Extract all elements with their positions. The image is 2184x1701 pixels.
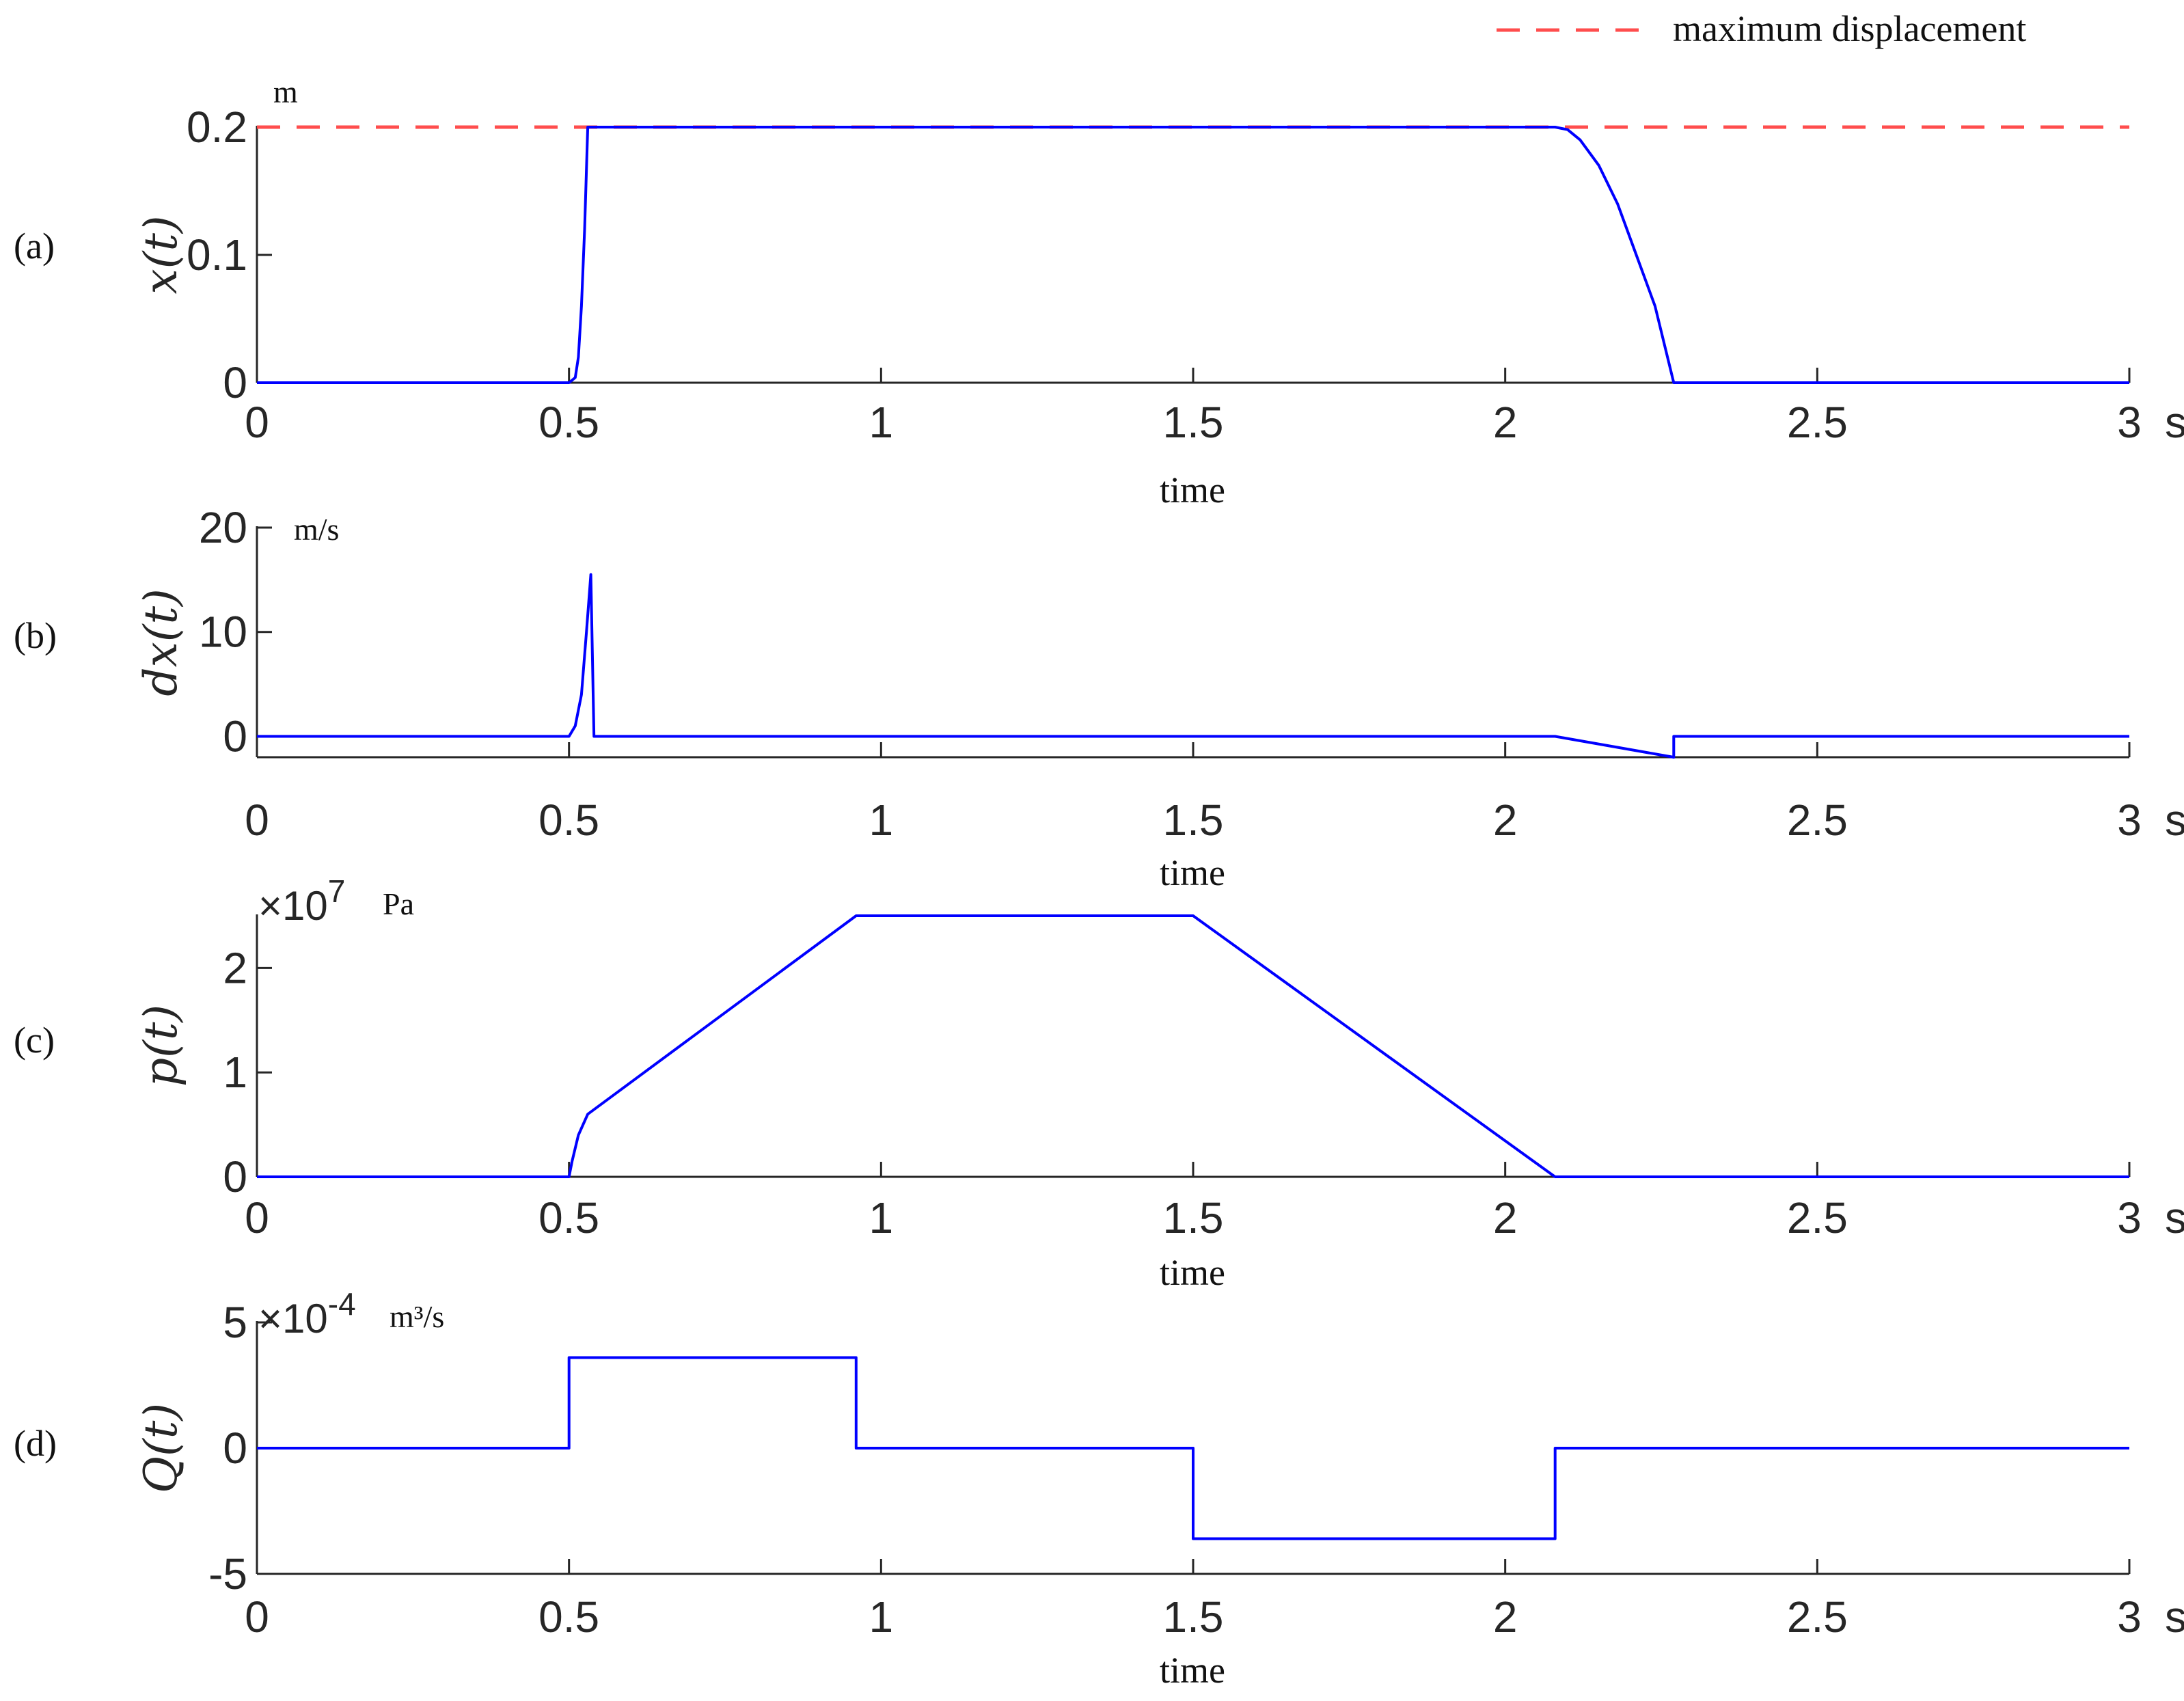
panel-a: 0 0.5 1 1.5 2 2.5 3 s time 0 0.1 0.2 (a) x(t) m [14,74,2184,511]
x-tick-label: 0 [245,1193,269,1242]
x-unit-label: s [2165,1193,2184,1242]
x-tick-label: 3 [2117,795,2142,845]
legend-label: maximum displacement [1673,8,2026,49]
panel-label: (a) [14,226,55,267]
x-tick-label: 3 [2117,1193,2142,1242]
x-tick-label: 0.5 [538,1193,599,1242]
y-axis-label: x(t) [135,215,187,294]
x-tick-label: 2 [1493,1193,1518,1242]
x-tick-label: 0 [245,1592,269,1642]
x-tick-label: 1 [869,795,894,845]
series-line [257,573,2129,759]
x-unit-label: s [2165,1592,2184,1642]
y-unit-label: m/s [294,512,339,547]
x-tick-label: 2.5 [1787,1193,1848,1242]
x-axis-label: time [1160,1252,1225,1293]
x-tick-label: 0.5 [538,398,599,447]
x-axis-label: time [1160,852,1225,893]
x-tick-label: 2 [1493,398,1518,447]
x-tick-label: 0 [245,795,269,845]
x-tick-label: 0.5 [538,795,599,845]
x-tick-label: 3 [2117,1592,2142,1642]
y-unit-label: m³/s [390,1299,444,1334]
x-tick-label: 2.5 [1787,1592,1848,1642]
x-tick-label: 1 [869,1592,894,1642]
panel-label: (b) [14,615,57,656]
y-tick-label: 1 [223,1048,247,1097]
x-tick-label: 1.5 [1163,1592,1224,1642]
legend: maximum displacement [1497,8,2026,49]
panel-label: (c) [14,1020,55,1061]
y-tick-label: 20 [199,503,247,552]
y-axis-label: dx(t) [135,588,187,696]
x-tick-label: 1 [869,398,894,447]
x-axis-label: time [1160,470,1225,511]
panel-b: 0 0.5 1 1.5 2 2.5 3 s time 0 10 20 (b) dx(t) m/s [14,503,2184,893]
x-tick-label: 1.5 [1163,398,1224,447]
panel-label: (d) [14,1423,57,1464]
x-tick-label: 0.5 [538,1592,599,1642]
x-tick-label: 1 [869,1193,894,1242]
y-tick-label: 0.2 [187,103,247,152]
y-tick-label: 2 [223,943,247,992]
y-axis-label: p(t) [135,1005,187,1087]
y-unit-label: m [273,74,298,109]
series-line [257,914,2129,1178]
x-tick-label: 1.5 [1163,1193,1224,1242]
y-tick-label: 0 [223,358,247,407]
y-unit-label: Pa [383,886,414,921]
x-tick-label: 1.5 [1163,795,1224,845]
x-tick-label: 3 [2117,398,2142,447]
y-tick-label: 10 [199,608,247,657]
x-tick-label: 2 [1493,1592,1518,1642]
y-scale-factor: ×10-4 [258,1286,356,1342]
y-tick-label: 0.1 [187,230,247,280]
y-tick-label: 0 [223,711,247,761]
series-line [257,1356,2129,1540]
y-tick-label: 5 [223,1298,247,1347]
x-tick-label: 2.5 [1787,398,1848,447]
y-tick-label: -5 [208,1549,247,1598]
panel-c: 0 0.5 1 1.5 2 2.5 3 s time 0 1 2 (c) p(t) ×107 Pa [14,873,2184,1293]
y-axis-label: Q(t) [135,1403,187,1493]
series-line [257,126,2129,384]
x-tick-label: 2.5 [1787,795,1848,845]
x-unit-label: s [2165,398,2184,447]
x-tick-label: 0 [245,398,269,447]
x-unit-label: s [2165,795,2184,845]
y-tick-label: 0 [223,1152,247,1201]
y-scale-factor: ×107 [258,873,345,929]
y-tick-label: 0 [223,1424,247,1473]
x-axis-label: time [1160,1650,1225,1691]
x-tick-label: 2 [1493,795,1518,845]
